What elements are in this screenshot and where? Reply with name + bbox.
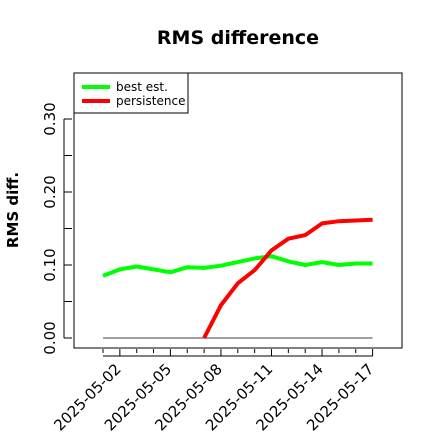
- series-line-persistence: [202, 217, 373, 339]
- chart-title: RMS difference: [157, 27, 319, 49]
- y-tick-label: 0.20: [41, 175, 59, 208]
- y-tick-label: 0.00: [41, 321, 59, 354]
- legend: best est. persistence: [73, 72, 189, 114]
- y-axis-label: RMS diff.: [4, 172, 22, 248]
- legend-box: [73, 72, 189, 114]
- y-tick-label: 0.30: [41, 102, 59, 135]
- plot-frame: [73, 72, 403, 349]
- x-axis: 2025-05-022025-05-052025-05-082025-05-11…: [50, 349, 377, 434]
- legend-label-persistence: persistence: [116, 94, 185, 108]
- y-axis: 0.00 0.10 0.20 0.30: [41, 102, 72, 355]
- series-line-best-est-: [102, 254, 373, 278]
- series-layer: [102, 217, 373, 339]
- y-tick-label: 0.10: [41, 248, 59, 281]
- legend-label-best-est: best est.: [116, 80, 168, 94]
